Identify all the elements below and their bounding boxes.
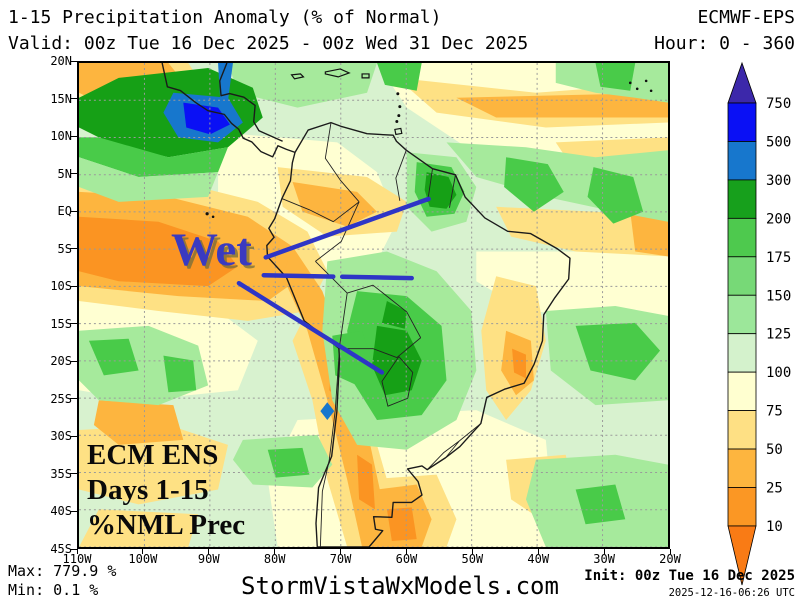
colorbar-segment	[728, 141, 756, 179]
page-title: 1-15 Precipitation Anomaly (% of Normal)	[8, 7, 441, 28]
colorbar-segment	[728, 449, 756, 487]
colorbar: 750 500 300 200 175 150 125 100 75 50 25 10	[718, 55, 800, 600]
colorbar-segment	[728, 180, 756, 218]
lat-tick-label: 15N	[28, 92, 72, 106]
colorbar-tick-label: 300	[766, 173, 791, 189]
colorbar-segment	[728, 334, 756, 372]
lat-tick-mark	[70, 136, 77, 137]
colorbar-segment	[728, 488, 756, 526]
lat-tick-label: 10S	[28, 279, 72, 293]
lon-tick-mark	[77, 549, 78, 554]
lon-tick-label: 80W	[252, 552, 298, 566]
lat-tick-label: 30S	[28, 429, 72, 443]
lon-tick-mark	[406, 549, 407, 554]
lat-tick-mark	[70, 436, 77, 437]
lat-tick-label: 10N	[28, 129, 72, 143]
lon-tick-label: 40W	[515, 552, 561, 566]
lat-tick-mark	[70, 398, 77, 399]
colorbar-tick-label: 25	[766, 481, 783, 497]
lon-tick-label: 100W	[120, 552, 166, 566]
valid-range: Valid: 00z Tue 16 Dec 2025 - 00z Wed 31 …	[8, 33, 528, 54]
lat-tick-mark	[70, 323, 77, 324]
lon-tick-mark	[274, 549, 275, 554]
forecast-hours: Hour: 0 - 360	[654, 33, 795, 54]
colorbar-above-max	[728, 63, 756, 103]
lat-tick-mark	[70, 361, 77, 362]
colorbar-tick-label: 100	[766, 365, 791, 381]
lat-tick-mark	[70, 286, 77, 287]
lat-tick-label: 20N	[28, 54, 72, 68]
colorbar-tick-label: 50	[766, 442, 783, 458]
wet-annotation: Wet	[171, 223, 252, 277]
lon-tick-mark	[538, 549, 539, 554]
lat-tick-label: 5S	[28, 242, 72, 256]
lon-tick-mark	[472, 549, 473, 554]
lat-tick-mark	[70, 211, 77, 212]
lat-tick-label: 15S	[28, 317, 72, 331]
corner-line-days: Days 1-15	[87, 473, 245, 508]
colorbar-tick-label: 500	[766, 134, 791, 150]
lat-tick-label: 40S	[28, 504, 72, 518]
colorbar-segment	[728, 372, 756, 410]
map-corner-label: ECM ENS Days 1-15 %NML Prec	[87, 438, 245, 543]
colorbar-tick-label: 10	[766, 519, 783, 535]
colorbar-tick-label: 125	[766, 327, 791, 343]
lat-tick-label: 35S	[28, 467, 72, 481]
lat-tick-label: 25S	[28, 392, 72, 406]
lon-tick-label: 90W	[186, 552, 232, 566]
lon-tick-mark	[604, 549, 605, 554]
lon-tick-mark	[142, 549, 143, 554]
lat-tick-label: 5N	[28, 167, 72, 181]
init-time: Init: 00z Tue 16 Dec 2025	[584, 568, 795, 584]
colorbar-tick-label: 75	[766, 404, 783, 420]
lat-tick-mark	[70, 473, 77, 474]
lon-tick-label: 70W	[318, 552, 364, 566]
lat-tick-label: EQ	[28, 204, 72, 218]
lon-tick-label: 50W	[449, 552, 495, 566]
lat-tick-mark	[70, 511, 77, 512]
lon-tick-mark	[208, 549, 209, 554]
weather-map-page: 1-15 Precipitation Anomaly (% of Normal)…	[0, 0, 800, 600]
lat-tick-mark	[70, 98, 77, 99]
corner-line-variable: %NML Prec	[87, 508, 245, 543]
lat-tick-mark	[70, 248, 77, 249]
colorbar-segment	[728, 103, 756, 141]
colorbar-tick-label: 150	[766, 288, 791, 304]
lon-tick-mark	[670, 549, 671, 554]
colorbar-segment	[728, 257, 756, 295]
lat-tick-mark	[70, 61, 77, 62]
generated-timestamp: 2025-12-16-06:26 UTC	[669, 587, 795, 599]
lon-tick-mark	[340, 549, 341, 554]
lat-tick-label: 20S	[28, 354, 72, 368]
lat-tick-mark	[70, 173, 77, 174]
colorbar-segment	[728, 218, 756, 256]
lon-tick-label: 60W	[383, 552, 429, 566]
lon-tick-label: 30W	[581, 552, 627, 566]
wet-arrow-east	[264, 275, 418, 278]
colorbar-tick-label: 750	[766, 96, 791, 112]
lon-tick-label: 20W	[647, 552, 693, 566]
model-name: ECMWF-EPS	[697, 7, 795, 28]
colorbar-tick-label: 200	[766, 211, 791, 227]
colorbar-segment	[728, 295, 756, 333]
corner-line-model: ECM ENS	[87, 438, 245, 473]
colorbar-tick-label: 175	[766, 250, 791, 266]
colorbar-segment	[728, 411, 756, 449]
map-canvas: Wet ECM ENS Days 1-15 %NML Prec	[77, 61, 670, 549]
